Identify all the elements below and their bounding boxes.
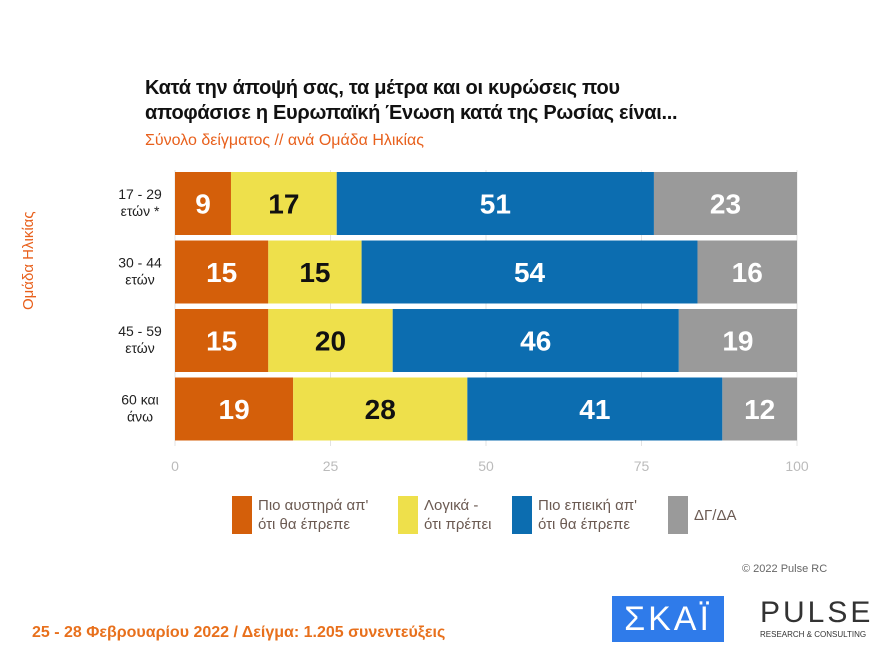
category-label: 30 - 44 xyxy=(118,255,162,271)
footer-text: 25 - 28 Φεβρουαρίου 2022 / Δείγμα: 1.205… xyxy=(32,624,446,641)
category-label: ετών xyxy=(125,340,155,356)
data-label: 17 xyxy=(268,189,299,220)
chart-subtitle: Σύνολο δείγματος // ανά Ομάδα Ηλικίας xyxy=(145,132,424,149)
category-label: 45 - 59 xyxy=(118,323,162,339)
category-label: ετών xyxy=(125,272,155,288)
x-tick-label: 0 xyxy=(171,458,179,474)
data-label: 9 xyxy=(195,189,211,220)
bar-segment xyxy=(175,240,269,304)
legend-swatch xyxy=(232,496,252,534)
data-label: 20 xyxy=(315,326,346,357)
chart-title: Κατά την άποψή σας, τα μέτρα και οι κυρώ… xyxy=(145,76,678,126)
bar-segment xyxy=(467,377,723,441)
bar-segment xyxy=(392,309,679,372)
bar-segment xyxy=(678,309,797,372)
title-line: Κατά την άποψή σας, τα μέτρα και οι κυρώ… xyxy=(145,77,620,99)
x-tick-label: 25 xyxy=(323,458,339,474)
category-label: 17 - 29 xyxy=(118,186,162,202)
pulse-logo-sub: RESEARCH & CONSULTING xyxy=(760,630,867,639)
data-label: 15 xyxy=(206,257,237,288)
data-label: 12 xyxy=(744,394,775,425)
legend-label: Πιο αυστηρά απ' ότι θα έπρεπε xyxy=(258,497,369,533)
category-label: ετών * xyxy=(121,203,160,219)
legend-item: Πιο επιεική απ' ότι θα έπρεπε xyxy=(512,496,637,534)
data-label: 19 xyxy=(722,326,753,357)
bar-segment xyxy=(361,240,698,304)
bar-segment xyxy=(336,172,654,235)
data-label: 51 xyxy=(480,189,511,220)
bar-segment xyxy=(175,377,294,441)
bar-segment xyxy=(175,309,269,372)
data-label: 15 xyxy=(206,326,237,357)
legend-item: Λογικά - ότι πρέπει xyxy=(398,496,492,534)
bar-segment xyxy=(653,172,797,235)
bar-segment xyxy=(697,240,797,304)
x-tick-label: 50 xyxy=(478,458,494,474)
category-label: άνω xyxy=(127,409,153,425)
bar-segment xyxy=(293,377,468,441)
data-label: 23 xyxy=(710,189,741,220)
copyright: © 2022 Pulse RC xyxy=(742,563,828,575)
legend-swatch xyxy=(398,496,418,534)
pulse-logo: PULSE xyxy=(760,596,874,629)
data-label: 15 xyxy=(299,257,330,288)
bar-segment xyxy=(268,309,393,372)
x-tick-label: 75 xyxy=(634,458,650,474)
legend-item: ΔΓ/ΔΑ xyxy=(668,496,736,534)
skai-logo: ΣΚΑΪ xyxy=(612,596,724,642)
legend-label: Λογικά - ότι πρέπει xyxy=(424,497,492,533)
data-label: 46 xyxy=(520,326,551,357)
legend-swatch xyxy=(512,496,532,534)
legend-swatch xyxy=(668,496,688,534)
data-label: 16 xyxy=(732,257,763,288)
x-tick-label: 100 xyxy=(785,458,809,474)
data-label: 19 xyxy=(219,394,250,425)
legend-item: Πιο αυστηρά απ' ότι θα έπρεπε xyxy=(232,496,368,534)
category-label: 60 και xyxy=(121,392,159,408)
data-label: 41 xyxy=(579,394,610,425)
bar-segment xyxy=(175,172,231,235)
bar-segment xyxy=(268,240,362,304)
title-line: αποφάσισε η Ευρωπαϊκή Ένωση κατά της Ρωσ… xyxy=(145,102,678,124)
bar-segment xyxy=(722,377,797,441)
data-label: 28 xyxy=(365,394,396,425)
bar-segment xyxy=(230,172,337,235)
legend-label: Πιο επιεική απ' ότι θα έπρεπε xyxy=(538,497,637,533)
data-label: 54 xyxy=(514,257,546,288)
legend-label: ΔΓ/ΔΑ xyxy=(694,507,737,524)
